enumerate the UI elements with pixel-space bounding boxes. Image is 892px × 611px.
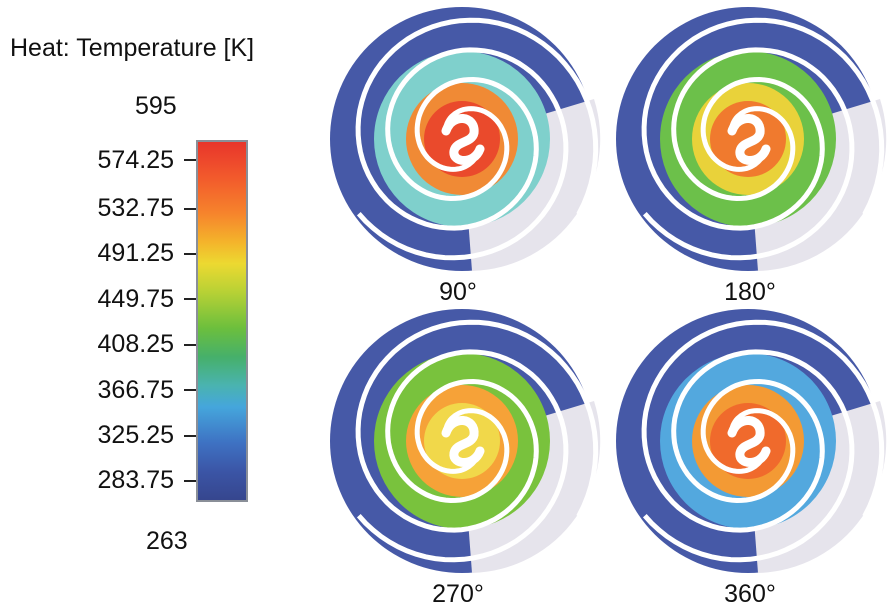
scroll-center-s <box>727 416 771 467</box>
fixed-scroll-wrap <box>355 319 599 533</box>
colorbar-tick-label: 366.75 <box>97 376 174 404</box>
colorbar-tick-label: 449.75 <box>97 285 174 313</box>
scroll-temperature-contour <box>616 7 887 271</box>
colorbar-tick <box>184 208 196 210</box>
colorbar-tick-label: 574.25 <box>97 146 174 174</box>
panel-label: 360° <box>724 580 776 608</box>
scroll-temperature-contour <box>330 309 601 573</box>
legend-title: Heat: Temperature [K] <box>10 34 255 62</box>
legend-max-label: 595 <box>135 92 177 120</box>
colorbar-tick <box>184 389 196 391</box>
scroll-panel-360 <box>608 306 888 586</box>
scroll-center-s <box>441 416 485 467</box>
fixed-scroll-wrap <box>641 319 885 533</box>
colorbar-tick-label: 283.75 <box>97 466 174 494</box>
colorbar-tick <box>184 253 196 255</box>
scroll-panel-180 <box>608 4 888 284</box>
orbiting-scroll-wrap <box>356 349 569 563</box>
scroll-panel-90 <box>322 4 602 284</box>
panel-label: 180° <box>724 278 776 306</box>
colorbar-tick <box>184 344 196 346</box>
colorbar-tick-label: 491.25 <box>97 239 174 267</box>
panel-label: 90° <box>439 278 477 306</box>
orbiting-scroll-wrap <box>356 47 569 261</box>
scroll-center-s <box>441 114 485 165</box>
colorbar-tick-label: 532.75 <box>97 194 174 222</box>
scroll-center-s <box>727 114 771 165</box>
orbiting-scroll-wrap <box>642 349 855 563</box>
panel-label: 270° <box>432 580 484 608</box>
colorbar-tick <box>184 298 196 300</box>
scroll-temperature-contour <box>616 309 887 573</box>
fixed-scroll-wrap <box>641 17 885 231</box>
colorbar-tick-label: 325.25 <box>97 421 174 449</box>
legend-min-label: 263 <box>146 527 188 555</box>
colorbar-tick <box>184 159 196 161</box>
colorbar-tick-label: 408.25 <box>97 330 174 358</box>
orbiting-scroll-wrap <box>642 47 855 261</box>
scroll-temperature-contour <box>330 7 601 271</box>
colorbar-tick <box>184 435 196 437</box>
colorbar-tick <box>184 480 196 482</box>
fixed-scroll-wrap <box>355 17 599 231</box>
scroll-panel-270 <box>322 306 602 586</box>
temperature-colorbar <box>196 140 248 502</box>
